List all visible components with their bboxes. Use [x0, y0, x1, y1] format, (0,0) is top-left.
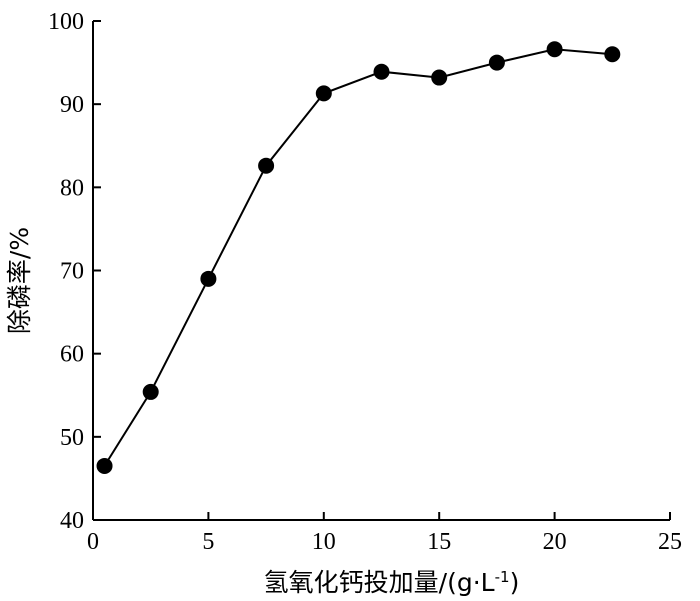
- x-axis-title-main: 氢氧化钙投加量/(g·L: [264, 568, 495, 597]
- data-point: [546, 41, 563, 58]
- x-tick-label: 5: [202, 529, 214, 555]
- data-point: [315, 85, 332, 102]
- data-point: [200, 270, 217, 287]
- y-tick-label: 60: [60, 342, 84, 368]
- data-point: [96, 457, 113, 474]
- x-tick-label: 25: [658, 529, 682, 555]
- data-point: [258, 157, 275, 174]
- y-axis-title: 除磷率/%: [5, 227, 34, 334]
- tick-labels: 0 5 10 15 20 25 40 50 60 70 80 90 100: [48, 9, 682, 555]
- x-tick-label: 10: [312, 529, 336, 555]
- ticks: [92, 20, 671, 521]
- series-line: [103, 48, 613, 467]
- y-tick-label: 90: [60, 92, 84, 118]
- data-point: [431, 69, 448, 86]
- data-point: [142, 383, 159, 400]
- axes: [92, 21, 670, 521]
- data-point: [488, 54, 505, 71]
- x-tick-label: 15: [427, 529, 451, 555]
- x-axis-title: 氢氧化钙投加量/(g·L-1): [264, 568, 520, 597]
- x-tick-label: 20: [543, 529, 567, 555]
- series: [96, 41, 621, 474]
- data-point: [604, 46, 621, 63]
- y-tick-label: 70: [60, 259, 84, 285]
- data-point: [373, 63, 390, 80]
- x-tick-label: 0: [87, 529, 99, 555]
- y-tick-label: 40: [60, 508, 84, 534]
- y-tick-label: 50: [60, 425, 84, 451]
- y-tick-label: 100: [48, 9, 84, 35]
- x-axis-title-superscript: -1: [495, 568, 510, 586]
- x-axis-title-suffix: ): [510, 568, 520, 597]
- y-tick-label: 80: [60, 175, 84, 201]
